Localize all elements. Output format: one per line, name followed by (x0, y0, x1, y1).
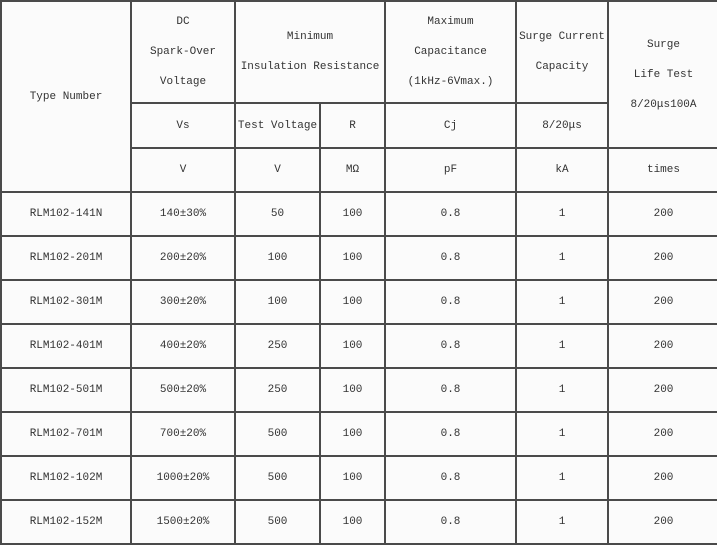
unit-surge: kA (515, 147, 609, 193)
header-surge-life: Surge Life Test 8/20μs100A (607, 0, 717, 149)
unit-vs: V (130, 147, 236, 193)
cell-surge-current: 1 (515, 323, 609, 369)
unit-cj: pF (384, 147, 517, 193)
cell-type-number: RLM102-401M (0, 323, 132, 369)
cell-life-test: 200 (607, 279, 717, 325)
cell-surge-current: 1 (515, 367, 609, 413)
cell-spark-over-voltage: 300±20% (130, 279, 236, 325)
table-row: RLM102-141N 140±30% 50 100 0.8 1 200 (0, 191, 717, 237)
sub-r: R (319, 102, 386, 149)
cell-life-test: 200 (607, 411, 717, 457)
cell-capacitance: 0.8 (384, 455, 517, 501)
cell-surge-current: 1 (515, 411, 609, 457)
cell-resistance: 100 (319, 323, 386, 369)
cell-surge-current: 1 (515, 191, 609, 237)
cell-life-test: 200 (607, 499, 717, 545)
unit-r: MΩ (319, 147, 386, 193)
cell-type-number: RLM102-701M (0, 411, 132, 457)
cell-life-test: 200 (607, 323, 717, 369)
cell-test-voltage: 250 (234, 323, 321, 369)
cell-type-number: RLM102-201M (0, 235, 132, 281)
cell-resistance: 100 (319, 191, 386, 237)
cell-capacitance: 0.8 (384, 323, 517, 369)
cell-spark-over-voltage: 400±20% (130, 323, 236, 369)
cell-life-test: 200 (607, 367, 717, 413)
cell-resistance: 100 (319, 499, 386, 545)
cell-resistance: 100 (319, 411, 386, 457)
sub-cj: Cj (384, 102, 517, 149)
table-row: RLM102-301M 300±20% 100 100 0.8 1 200 (0, 279, 717, 325)
cell-type-number: RLM102-152M (0, 499, 132, 545)
cell-spark-over-voltage: 500±20% (130, 367, 236, 413)
table-row: RLM102-701M 700±20% 500 100 0.8 1 200 (0, 411, 717, 457)
cell-test-voltage: 500 (234, 455, 321, 501)
cell-test-voltage: 500 (234, 411, 321, 457)
cell-spark-over-voltage: 700±20% (130, 411, 236, 457)
cell-resistance: 100 (319, 455, 386, 501)
sub-surge-wave: 8/20μs (515, 102, 609, 149)
table-row: RLM102-152M 1500±20% 500 100 0.8 1 200 (0, 499, 717, 545)
header-type-number: Type Number (0, 0, 132, 193)
cell-resistance: 100 (319, 367, 386, 413)
cell-capacitance: 0.8 (384, 235, 517, 281)
cell-type-number: RLM102-102M (0, 455, 132, 501)
sub-test-voltage: Test Voltage (234, 102, 321, 149)
cell-type-number: RLM102-301M (0, 279, 132, 325)
cell-type-number: RLM102-501M (0, 367, 132, 413)
cell-life-test: 200 (607, 455, 717, 501)
cell-surge-current: 1 (515, 499, 609, 545)
cell-capacitance: 0.8 (384, 191, 517, 237)
cell-life-test: 200 (607, 235, 717, 281)
cell-capacitance: 0.8 (384, 499, 517, 545)
cell-spark-over-voltage: 140±30% (130, 191, 236, 237)
table-row: RLM102-201M 200±20% 100 100 0.8 1 200 (0, 235, 717, 281)
cell-test-voltage: 100 (234, 279, 321, 325)
sub-vs: Vs (130, 102, 236, 149)
cell-spark-over-voltage: 1000±20% (130, 455, 236, 501)
header-max-capacitance: Maximum Capacitance (1kHz-6Vmax.) (384, 0, 517, 104)
header-surge-current: Surge Current Capacity (515, 0, 609, 104)
table-row: RLM102-102M 1000±20% 500 100 0.8 1 200 (0, 455, 717, 501)
cell-surge-current: 1 (515, 279, 609, 325)
unit-test-voltage: V (234, 147, 321, 193)
header-min-insulation: Minimum Insulation Resistance (234, 0, 386, 104)
cell-capacitance: 0.8 (384, 279, 517, 325)
unit-life: times (607, 147, 717, 193)
cell-test-voltage: 50 (234, 191, 321, 237)
cell-resistance: 100 (319, 279, 386, 325)
cell-life-test: 200 (607, 191, 717, 237)
cell-spark-over-voltage: 1500±20% (130, 499, 236, 545)
cell-test-voltage: 100 (234, 235, 321, 281)
cell-capacitance: 0.8 (384, 411, 517, 457)
cell-capacitance: 0.8 (384, 367, 517, 413)
cell-test-voltage: 250 (234, 367, 321, 413)
cell-spark-over-voltage: 200±20% (130, 235, 236, 281)
table-row: RLM102-401M 400±20% 250 100 0.8 1 200 (0, 323, 717, 369)
cell-resistance: 100 (319, 235, 386, 281)
cell-type-number: RLM102-141N (0, 191, 132, 237)
header-dc-spark-over: DC Spark-Over Voltage (130, 0, 236, 104)
cell-surge-current: 1 (515, 235, 609, 281)
table-row: RLM102-501M 500±20% 250 100 0.8 1 200 (0, 367, 717, 413)
cell-test-voltage: 500 (234, 499, 321, 545)
cell-surge-current: 1 (515, 455, 609, 501)
